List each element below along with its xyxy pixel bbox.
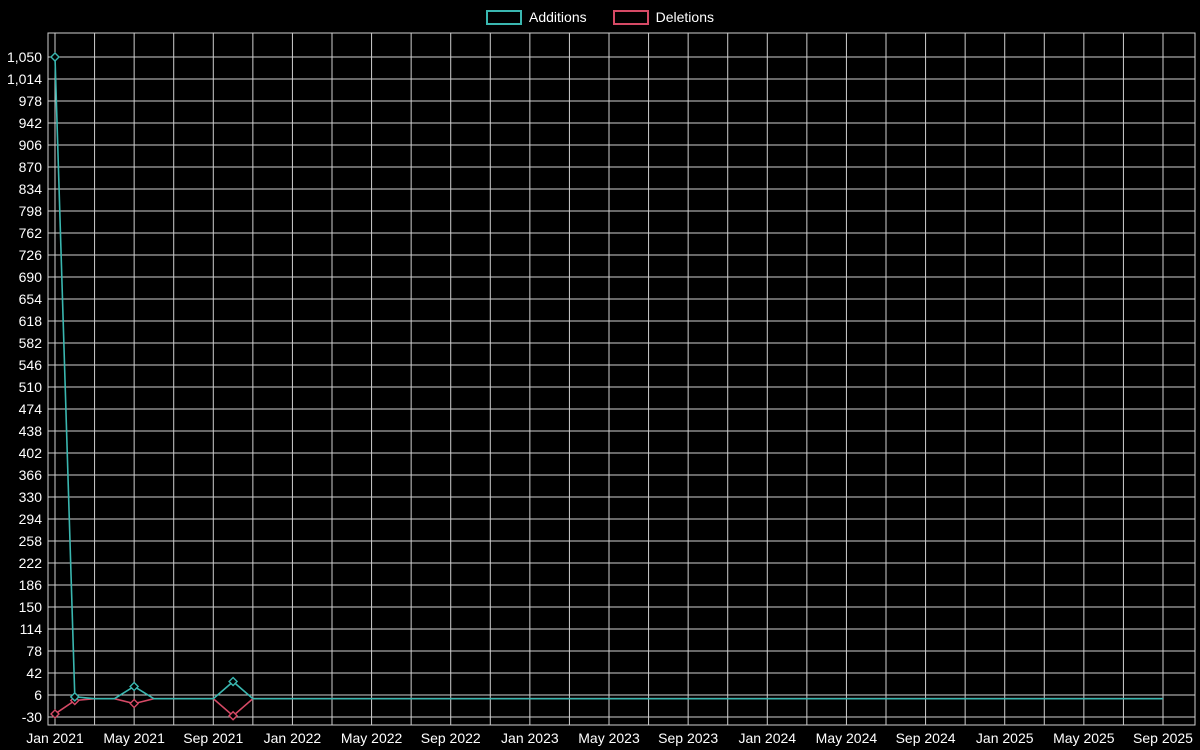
deletions-point-marker[interactable] (228, 710, 239, 721)
y-tick-label: 222 (19, 555, 43, 571)
y-tick-label: 474 (19, 401, 43, 417)
y-tick-label: 330 (19, 489, 43, 505)
x-tick-label: Jan 2022 (264, 730, 322, 746)
x-tick-label: Sep 2023 (658, 730, 718, 746)
x-tick-label: May 2021 (103, 730, 165, 746)
y-tick-label: 150 (19, 599, 43, 615)
legend-label-additions: Additions (529, 9, 587, 25)
additions-point-marker[interactable] (228, 676, 239, 687)
y-tick-label: 762 (19, 225, 43, 241)
deletions-point-marker[interactable] (129, 698, 140, 709)
y-tick-label: 294 (19, 511, 43, 527)
y-tick-label: 1,014 (7, 71, 42, 87)
y-tick-label: 402 (19, 445, 43, 461)
plot-border (47, 32, 1196, 726)
x-tick-label: Sep 2022 (421, 730, 481, 746)
y-tick-label: 186 (19, 577, 43, 593)
y-tick-label: 654 (19, 291, 43, 307)
x-tick-label: Jan 2024 (738, 730, 796, 746)
y-tick-label: 798 (19, 203, 43, 219)
x-tick-label: Sep 2021 (183, 730, 243, 746)
additions-line[interactable] (54, 56, 1163, 700)
x-tick-label: Jan 2021 (26, 730, 84, 746)
additions-point-marker[interactable] (69, 691, 80, 702)
y-tick-label: 546 (19, 357, 43, 373)
y-tick-label: -30 (22, 709, 42, 725)
chart-legend: Additions Deletions (0, 8, 1200, 26)
additions-point-marker[interactable] (129, 681, 140, 692)
y-tick-label: 78 (26, 643, 42, 659)
additions-swatch-icon (486, 9, 523, 25)
x-tick-label: Sep 2024 (896, 730, 956, 746)
legend-item-additions[interactable]: Additions (486, 8, 587, 26)
y-tick-label: 114 (20, 621, 43, 637)
x-tick-label: Sep 2025 (1133, 730, 1193, 746)
legend-label-deletions: Deletions (655, 9, 714, 25)
y-tick-label: 438 (19, 423, 43, 439)
x-tick-label: May 2025 (1053, 730, 1115, 746)
y-tick-label: 978 (19, 93, 43, 109)
y-tick-label: 258 (19, 533, 43, 549)
y-tick-label: 942 (19, 115, 43, 131)
deletions-point-marker[interactable] (50, 708, 60, 719)
y-tick-label: 834 (19, 181, 43, 197)
y-tick-label: 690 (19, 269, 43, 285)
x-tick-label: May 2024 (816, 730, 878, 746)
y-tick-label: 366 (19, 467, 43, 483)
y-tick-label: 870 (19, 159, 43, 175)
x-tick-label: May 2022 (341, 730, 403, 746)
deletions-swatch-icon (612, 9, 649, 25)
x-tick-label: Jan 2025 (976, 730, 1034, 746)
y-tick-label: 618 (19, 313, 43, 329)
y-tick-label: 6 (34, 687, 42, 703)
y-tick-label: 906 (19, 137, 43, 153)
y-tick-label: 726 (19, 247, 43, 263)
x-tick-label: May 2023 (578, 730, 640, 746)
y-tick-label: 42 (26, 665, 42, 681)
legend-item-deletions[interactable]: Deletions (612, 8, 714, 26)
y-tick-label: 582 (19, 335, 43, 351)
y-tick-label: 510 (19, 379, 43, 395)
y-tick-label: 1,050 (7, 49, 42, 65)
additions-point-marker[interactable] (50, 52, 60, 62)
x-tick-label: Jan 2023 (501, 730, 559, 746)
